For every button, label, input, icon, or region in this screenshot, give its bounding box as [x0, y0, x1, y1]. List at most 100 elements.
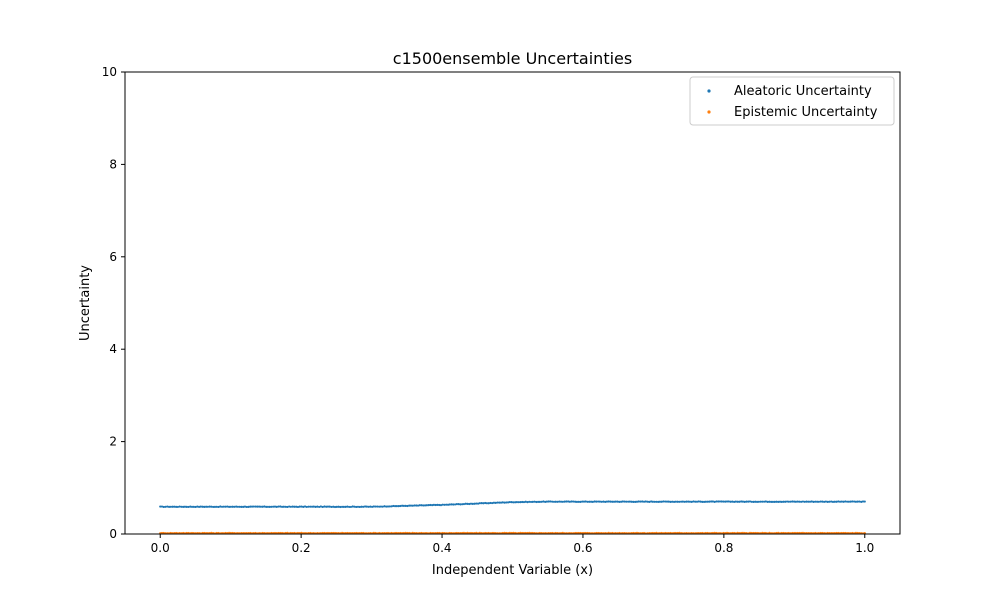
scatter-point: [475, 502, 478, 505]
scatter-point: [422, 504, 425, 507]
scatter-point: [231, 505, 234, 508]
scatter-point: [538, 500, 541, 504]
scatter-point: [295, 505, 298, 508]
scatter-point: [409, 504, 413, 507]
scatter-point: [462, 502, 466, 506]
scatter-point: [401, 504, 404, 507]
scatter-point: [678, 500, 681, 503]
scatter-point: [531, 500, 534, 503]
scatter-point: [342, 505, 345, 508]
scatter-point: [704, 531, 707, 535]
scatter-point: [593, 500, 596, 503]
scatter-point: [519, 531, 522, 535]
scatter-point: [801, 531, 805, 535]
scatter-point: [376, 505, 379, 508]
scatter-point: [510, 501, 513, 504]
scatter-point: [448, 503, 451, 506]
scatter-point: [618, 500, 621, 503]
scatter-point: [506, 501, 510, 504]
scatter-point: [452, 503, 455, 506]
scatter-point: [800, 500, 803, 503]
scatter-point: [810, 500, 813, 503]
scatter-point: [416, 504, 420, 507]
scatter-point: [289, 505, 292, 508]
scatter-point: [445, 503, 448, 506]
scatter-point: [616, 500, 619, 503]
scatter-point: [326, 505, 330, 508]
scatter-point: [418, 504, 421, 507]
scatter-point: [748, 531, 752, 534]
scatter-point: [427, 504, 430, 507]
scatter-point: [404, 504, 407, 508]
legend: Aleatoric Uncertainty Epistemic Uncertain…: [689, 76, 895, 126]
scatter-point: [542, 500, 545, 503]
scatter-point: [496, 501, 499, 504]
scatter-point: [415, 504, 418, 507]
scatter-point: [454, 503, 457, 506]
scatter-point: [763, 500, 766, 503]
scatter-point: [558, 500, 561, 503]
scatter-point: [383, 505, 386, 508]
scatter-point: [653, 500, 656, 503]
scatter-point: [169, 505, 172, 508]
scatter-point: [761, 500, 764, 503]
scatter-point: [554, 500, 557, 503]
scatter-point: [854, 500, 858, 503]
scatter-point: [339, 505, 342, 509]
scatter-point: [296, 505, 300, 509]
scatter-point: [844, 531, 847, 535]
scatter-point: [860, 500, 863, 503]
scatter-point: [791, 500, 794, 503]
scatter-point: [217, 505, 220, 509]
scatter-point: [655, 531, 658, 534]
scatter-point: [623, 500, 626, 503]
scatter-point: [545, 500, 549, 503]
scatter-point: [397, 505, 400, 508]
scatter-point: [840, 500, 843, 503]
plot-frame: [124, 71, 901, 535]
scatter-point: [296, 531, 300, 535]
scatter-point: [556, 500, 559, 503]
scatter-point: [611, 500, 614, 503]
scatter-point: [858, 500, 861, 503]
scatter-point: [676, 500, 679, 503]
scatter-point: [217, 531, 220, 535]
scatter-point: [291, 505, 294, 508]
scatter-point: [227, 505, 231, 508]
y-axis-label: Uncertainty: [78, 265, 93, 341]
scatter-point: [478, 531, 481, 534]
scatter-point: [835, 500, 838, 503]
scatter-point: [439, 504, 443, 507]
scatter-point: [461, 503, 464, 506]
scatter-point: [208, 505, 211, 508]
scatter-point: [305, 505, 308, 509]
scatter-point: [687, 500, 690, 503]
scatter-point: [261, 505, 264, 508]
legend-label: Epistemic Uncertainty: [734, 105, 878, 120]
scatter-point: [641, 500, 644, 503]
scatter-point: [162, 505, 165, 509]
scatter-point: [286, 505, 289, 509]
scatter-point: [748, 500, 752, 503]
y-tick-label: 2: [109, 435, 117, 449]
scatter-point: [678, 531, 681, 535]
scatter-point: [341, 505, 344, 508]
scatter-point: [803, 500, 806, 503]
scatter-point: [408, 504, 411, 507]
scatter-point: [512, 501, 515, 504]
x-tick-label: 0.6: [573, 541, 592, 555]
scatter-point: [206, 505, 209, 508]
scatter-point: [503, 531, 506, 535]
scatter-point: [607, 531, 610, 534]
scatter-point: [734, 500, 737, 503]
scatter-point: [280, 505, 284, 508]
scatter-point: [213, 505, 217, 508]
scatter-point: [501, 501, 504, 504]
scatter-point: [844, 500, 847, 503]
scatter-point: [528, 531, 531, 534]
scatter-point: [441, 503, 444, 506]
scatter-point: [669, 500, 672, 503]
scatter-point: [318, 505, 321, 509]
scatter-point: [752, 500, 755, 503]
scatter-point: [671, 500, 674, 503]
